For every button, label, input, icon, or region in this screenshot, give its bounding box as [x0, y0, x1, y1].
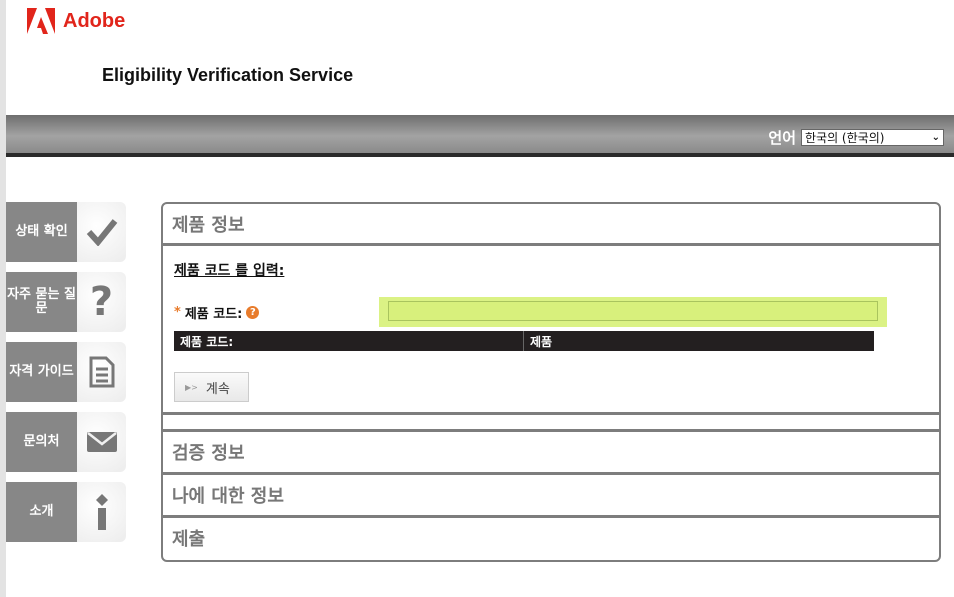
- sidebar-item-status[interactable]: 상태 확인: [6, 202, 126, 262]
- sidebar-item-label: 문의처: [6, 412, 77, 472]
- required-mark: *: [174, 305, 181, 320]
- sidebar-item-faq[interactable]: 자주 묻는 질문 ?: [6, 272, 126, 332]
- divider: [163, 243, 939, 246]
- envelope-icon: [77, 412, 126, 472]
- sidebar-item-label: 자격 가이드: [6, 342, 77, 402]
- continue-button[interactable]: ▶> 계속: [174, 372, 249, 402]
- divider: [163, 429, 939, 432]
- sidebar-item-label: 상태 확인: [6, 202, 77, 262]
- product-code-highlight: [379, 297, 887, 327]
- page-title: Eligibility Verification Service: [102, 65, 354, 85]
- language-selected: 한국의 (한국의): [805, 131, 885, 145]
- adobe-logo[interactable]: Adobe: [27, 8, 125, 34]
- chevron-down-icon: ⌄: [931, 132, 940, 143]
- checkmark-icon: [77, 202, 126, 262]
- sidebar-item-label: 소개: [6, 482, 77, 542]
- language-selector-group: 언어 한국의 (한국의) ⌄: [768, 127, 944, 148]
- section-submit[interactable]: 제출: [172, 529, 206, 550]
- product-code-input[interactable]: [388, 301, 878, 321]
- continue-label: 계속: [205, 381, 230, 397]
- double-arrow-icon: ▶>: [185, 382, 198, 392]
- info-icon: [77, 482, 126, 542]
- product-code-label-text: 제품 코드:: [184, 307, 243, 322]
- language-select[interactable]: 한국의 (한국의) ⌄: [801, 129, 944, 146]
- product-code-label: * 제품 코드: ?: [174, 303, 260, 322]
- language-label: 언어: [768, 129, 796, 147]
- question-icon: ?: [77, 272, 126, 332]
- sidebar-item-label: 자주 묻는 질문: [6, 272, 77, 332]
- column-header-product: 제품: [530, 334, 553, 349]
- section-about-me[interactable]: 나에 대한 정보: [172, 486, 284, 507]
- product-table-header: 제품 코드: 제품: [174, 331, 874, 351]
- section-product-info[interactable]: 제품 정보: [172, 215, 245, 236]
- sidebar-item-guide[interactable]: 자격 가이드: [6, 342, 126, 402]
- left-edge: [0, 0, 6, 597]
- enter-code-heading: 제품 코드 를 입력:: [174, 263, 285, 279]
- document-icon: [77, 342, 126, 402]
- divider: [163, 412, 939, 415]
- divider: [163, 515, 939, 518]
- sidebar-item-about[interactable]: 소개: [6, 482, 126, 542]
- form-panel: 제품 정보 제품 코드 를 입력: * 제품 코드: ? 제품 코드: 제품 ▶…: [161, 202, 941, 562]
- column-header-product-code: 제품 코드:: [174, 331, 524, 351]
- adobe-logo-icon: [27, 8, 55, 34]
- help-icon[interactable]: ?: [246, 306, 260, 319]
- sidebar-item-contact[interactable]: 문의처: [6, 412, 126, 472]
- header-bar: 언어 한국의 (한국의) ⌄: [6, 115, 954, 157]
- section-verification-info[interactable]: 검증 정보: [172, 443, 245, 464]
- divider: [163, 472, 939, 475]
- logo-text: Adobe: [63, 9, 126, 32]
